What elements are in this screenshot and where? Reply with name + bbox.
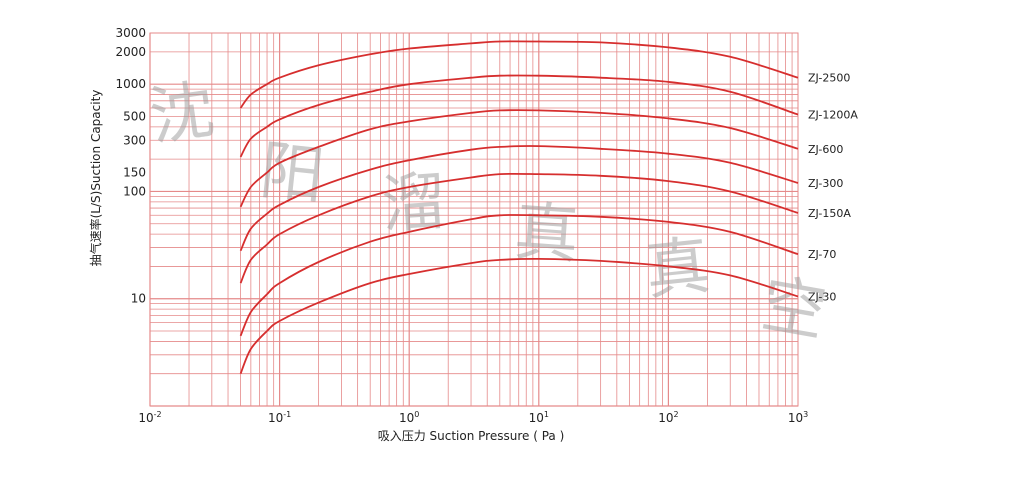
watermark-char: 空: [756, 267, 832, 351]
watermark-char: 真: [642, 229, 713, 309]
x-tick-label: 102: [658, 410, 678, 425]
watermark: 沈阳溜真真空: [145, 73, 831, 351]
y-tick-label: 2000: [115, 45, 146, 59]
series-label-zj-30: ZJ-30: [808, 290, 836, 303]
y-axis-label: 抽气速率(L/S)Suction Capacity: [88, 90, 103, 267]
y-tick-label: 150: [123, 166, 146, 180]
watermark-char: 沈: [145, 73, 219, 155]
series-line-zj-300: [239, 145, 799, 252]
y-tick-label: 10: [131, 292, 146, 306]
y-tick-label: 1000: [115, 77, 146, 91]
x-tick-label: 103: [788, 410, 808, 425]
y-tick-label: 500: [123, 109, 146, 123]
series-label-zj-150a: ZJ-150A: [808, 207, 851, 220]
series-line-zj-70: [239, 214, 799, 337]
x-tick-label: 10-1: [268, 410, 291, 425]
series-line-zj-150a: [239, 172, 799, 284]
x-tick-label: 100: [399, 410, 419, 425]
x-axis-label: 吸入压力 Suction Pressure ( Pa ): [378, 429, 565, 443]
watermark-char: 真: [512, 195, 581, 273]
series-label-zj-70: ZJ-70: [808, 248, 836, 261]
chart-series: [239, 40, 799, 375]
series-labels: ZJ-2500 ZJ-1200A ZJ-600 ZJ-300 ZJ-150A ZJ-70 Z…: [808, 72, 858, 304]
series-label-zj-300: ZJ-300: [808, 177, 843, 190]
y-tick-label: 300: [123, 133, 146, 147]
series-line-zj-600: [239, 109, 799, 208]
series-line-zj-30: [239, 257, 799, 375]
y-tick-label: 100: [123, 184, 146, 198]
y-tick-label: 3000: [115, 26, 146, 40]
x-tick-label: 101: [529, 410, 549, 425]
series-label-zj-1200a: ZJ-1200A: [808, 109, 858, 122]
x-tick-label: 10-2: [138, 410, 161, 425]
watermark-char: 阳: [257, 134, 328, 214]
series-label-zj-600: ZJ-600: [808, 143, 843, 156]
series-line-zj-1200a: [239, 74, 799, 158]
y-axis-ticks: 3000 2000 1000 500 300 150 100 10: [115, 26, 146, 306]
x-axis-ticks: 10-2 10-1 100 101 102 103: [138, 410, 808, 425]
series-line-zj-2500: [239, 40, 799, 109]
series-label-zj-2500: ZJ-2500: [808, 72, 850, 85]
